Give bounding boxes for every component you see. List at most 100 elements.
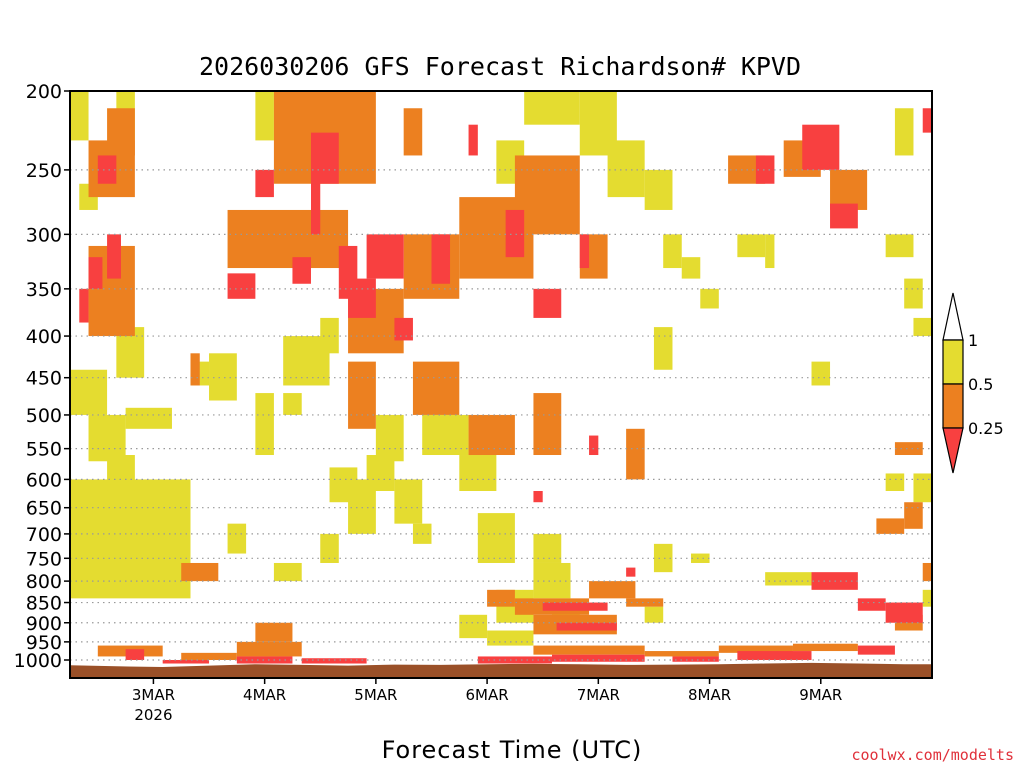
heatmap-cell	[134, 513, 154, 534]
heatmap-cell	[88, 257, 103, 289]
heatmap-cell	[876, 518, 905, 534]
y-tick-label: 350	[26, 279, 62, 301]
heatmap-cell	[533, 490, 543, 503]
heatmap-cell	[857, 598, 886, 611]
heatmap-cell	[792, 643, 858, 652]
heatmap-cell	[691, 553, 710, 563]
x-axis-label: Forecast Time (UTC)	[382, 736, 643, 764]
heatmap-cell	[459, 455, 497, 491]
heatmap-cell	[755, 155, 775, 184]
heatmap-cell	[468, 414, 515, 456]
heatmap-cell	[209, 353, 237, 401]
heatmap-cell	[700, 288, 719, 309]
heatmap-cell	[589, 581, 636, 599]
heatmap-cell	[904, 502, 923, 529]
heatmap-cell	[894, 442, 923, 456]
x-tick-sublabel: 2026	[134, 706, 172, 724]
heatmap-cell	[644, 651, 719, 657]
heatmap-cell	[737, 651, 812, 660]
heatmap-cell	[107, 455, 135, 491]
y-axis: 200 250 300 350 400 450 500 550 600 650 7007508008…	[14, 81, 70, 672]
heatmap-cell	[162, 485, 191, 524]
heatmap-cell	[70, 91, 89, 141]
heatmap-cell	[718, 645, 793, 653]
heatmap-cell	[162, 660, 210, 664]
y-tick-label: 950	[26, 632, 62, 654]
y-tick-label: 800	[26, 571, 62, 593]
heatmap-cell	[653, 543, 673, 573]
heatmap-cell	[765, 572, 812, 586]
heatmap-cell	[125, 407, 172, 429]
heatmap-cell	[255, 169, 274, 198]
heatmap-cell	[533, 645, 645, 655]
heatmap-cell	[181, 652, 237, 660]
heatmap-cell	[236, 641, 302, 657]
heatmap-cell	[922, 562, 932, 582]
y-tick-label: 500	[26, 405, 62, 427]
heatmap-cell	[607, 140, 645, 198]
heatmap-cell	[301, 658, 367, 664]
x-tick-label: 8MAR	[688, 686, 731, 704]
heatmap-cell	[737, 234, 766, 258]
heatmap-cell	[533, 393, 562, 456]
heatmap-cell	[236, 656, 293, 664]
heatmap-cell	[394, 317, 413, 341]
heatmap-cell	[348, 361, 376, 429]
colorbar: 1 0.5 0.25	[942, 292, 1004, 474]
heatmap-cell	[412, 361, 460, 415]
heatmap-cell	[533, 288, 562, 318]
heatmap-cell	[97, 155, 117, 184]
heatmap-cell	[857, 645, 895, 655]
heatmap-cell	[292, 257, 311, 284]
y-tick-label: 550	[26, 439, 62, 461]
heatmap-cell	[922, 108, 932, 133]
heatmap-cell	[255, 393, 274, 456]
heatmap-cell	[468, 124, 478, 156]
heatmap-cell	[663, 234, 682, 269]
heatmap-cell	[477, 513, 515, 563]
x-tick-label: 7MAR	[577, 686, 620, 704]
x-tick-label: 6MAR	[466, 686, 509, 704]
plot-frame	[69, 90, 933, 679]
colorbar-label: 0.5	[968, 375, 993, 394]
heatmap-cell	[431, 234, 451, 284]
heatmap-cell	[542, 602, 608, 611]
x-axis: 3MAR 2026 4MAR 5MAR 6MAR 7MAR 8MAR 9MAR	[132, 678, 842, 724]
heatmap-cell	[227, 209, 349, 269]
heatmap-cell	[487, 630, 534, 646]
heatmap-cell	[514, 155, 580, 235]
heatmap-cell	[626, 598, 664, 607]
heatmap-cell	[366, 455, 395, 491]
credit-link[interactable]: coolwx.com/modelts	[851, 746, 1014, 764]
colorbar-low-arrow	[942, 427, 964, 474]
y-tick-label: 250	[26, 160, 62, 182]
heatmap-cell	[255, 91, 274, 141]
ground-fill	[70, 662, 932, 678]
heatmap-cell	[524, 91, 580, 125]
heatmap-cell	[366, 234, 404, 279]
heatmap-cell	[283, 393, 302, 415]
heatmap-cell	[88, 414, 126, 462]
heatmap-cell	[922, 589, 932, 607]
heatmap-cell	[375, 414, 404, 462]
heatmap-cell	[579, 234, 590, 269]
heatmap-cell	[227, 273, 256, 299]
heatmap-cell	[190, 353, 200, 386]
x-tick-label: 5MAR	[354, 686, 397, 704]
heatmap-cell	[913, 473, 932, 503]
heatmap-cell	[459, 614, 488, 639]
heatmap-cell	[79, 288, 89, 323]
heatmap-cell	[551, 654, 645, 662]
heatmap-cell	[273, 562, 302, 582]
heatmap-cell	[681, 257, 701, 279]
y-tick-label: 650	[26, 498, 62, 520]
heatmap-cell	[913, 317, 932, 337]
chart-title: 2026030206 GFS Forecast Richardson# KPVD	[199, 52, 801, 81]
heatmap-cell	[533, 562, 571, 599]
heatmap-cell	[556, 622, 617, 631]
heatmap-cell	[477, 656, 552, 664]
x-tick-label: 9MAR	[799, 686, 842, 704]
heatmap-cell	[830, 169, 868, 210]
y-tick-label: 300	[26, 224, 62, 246]
